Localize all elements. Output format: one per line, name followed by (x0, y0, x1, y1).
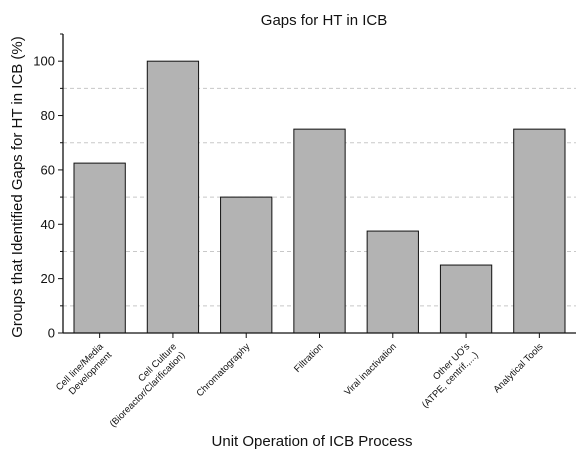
bar (73, 162, 126, 334)
x-tick-label: Filtration (292, 341, 326, 375)
bar (439, 264, 493, 334)
x-tick-label: Chromatography (195, 341, 253, 399)
x-tick-label-line: Chromatography (195, 341, 253, 399)
bar (220, 196, 273, 334)
bar (146, 60, 200, 334)
x-tick-label: Analytical Tools (492, 341, 546, 395)
bars (73, 60, 566, 334)
x-tick-label-line: Analytical Tools (492, 341, 546, 395)
x-tick-label: Other UO's(ATPE, centrif.,...) (420, 341, 481, 410)
y-tick-label: 80 (41, 108, 55, 123)
bar (293, 128, 346, 334)
x-axis-label: Unit Operation of ICB Process (212, 433, 413, 450)
bar (366, 230, 419, 334)
y-axis-label: Groups that Identified Gaps for HT in IC… (9, 36, 26, 338)
x-tick-label-line: Filtration (292, 341, 326, 375)
y-tick-labels: 0 20 40 60 80 100 (33, 54, 55, 341)
x-tick-label: Viral inactivation (342, 341, 399, 398)
chart-title: Gaps for HT in ICB (261, 12, 387, 29)
x-tick-label-line: (Bioreactor/Clarification) (108, 350, 188, 430)
y-tick-label: 100 (33, 54, 55, 69)
x-tick-label-line: Viral inactivation (342, 341, 399, 398)
y-tick-label: 40 (41, 217, 55, 232)
y-tick-label: 60 (41, 162, 55, 177)
y-tick-label: 20 (41, 271, 55, 286)
bar (513, 128, 566, 334)
axes (58, 33, 576, 338)
x-tick-label: Cell Culture(Bioreactor/Clarification) (108, 341, 188, 430)
y-tick-label: 0 (48, 326, 55, 341)
